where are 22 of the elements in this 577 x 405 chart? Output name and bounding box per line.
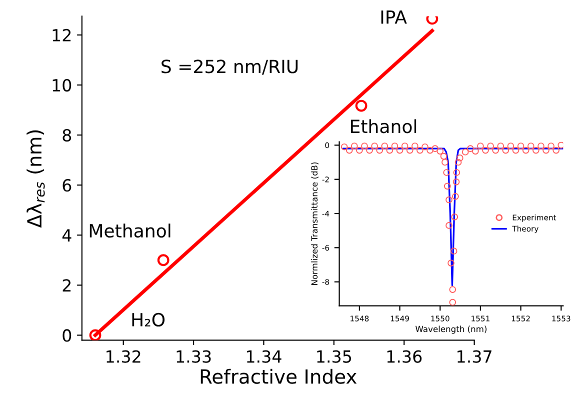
x-tick-label: 1.32 [106, 350, 140, 363]
y-tick-label: 8 [62, 129, 72, 142]
x-tick-label: 1.34 [247, 350, 282, 363]
annotation: IPA [381, 10, 407, 24]
x-tick-label: 1.37 [458, 350, 492, 363]
annotation: Methanol [90, 224, 170, 238]
y-tick-label: 10 [52, 78, 72, 92]
annotation: S =252 nm/RIU [162, 60, 298, 75]
y-tick-label: 2 [62, 279, 71, 292]
y-tick-label: 6 [62, 179, 72, 192]
annotation: Ethanol [351, 119, 416, 134]
x-tick-label: 1.36 [387, 350, 422, 363]
x-tick-label: 1.33 [176, 350, 211, 363]
x-axis-title: Refractive Index [200, 368, 357, 384]
y-axis-title: Normlized Transmittance (dB) [311, 162, 319, 285]
y-axis-title: Δλ$_{res}$ (nm) [26, 130, 45, 228]
annotation: H₂O [132, 312, 165, 327]
y-tick-label: 0 [62, 329, 72, 342]
x-axis-title: Wavelength (nm) [416, 326, 486, 334]
x-tick-label: 1.35 [317, 350, 352, 363]
y-tick-label: 12 [52, 28, 71, 42]
y-tick-label: 4 [62, 229, 72, 242]
